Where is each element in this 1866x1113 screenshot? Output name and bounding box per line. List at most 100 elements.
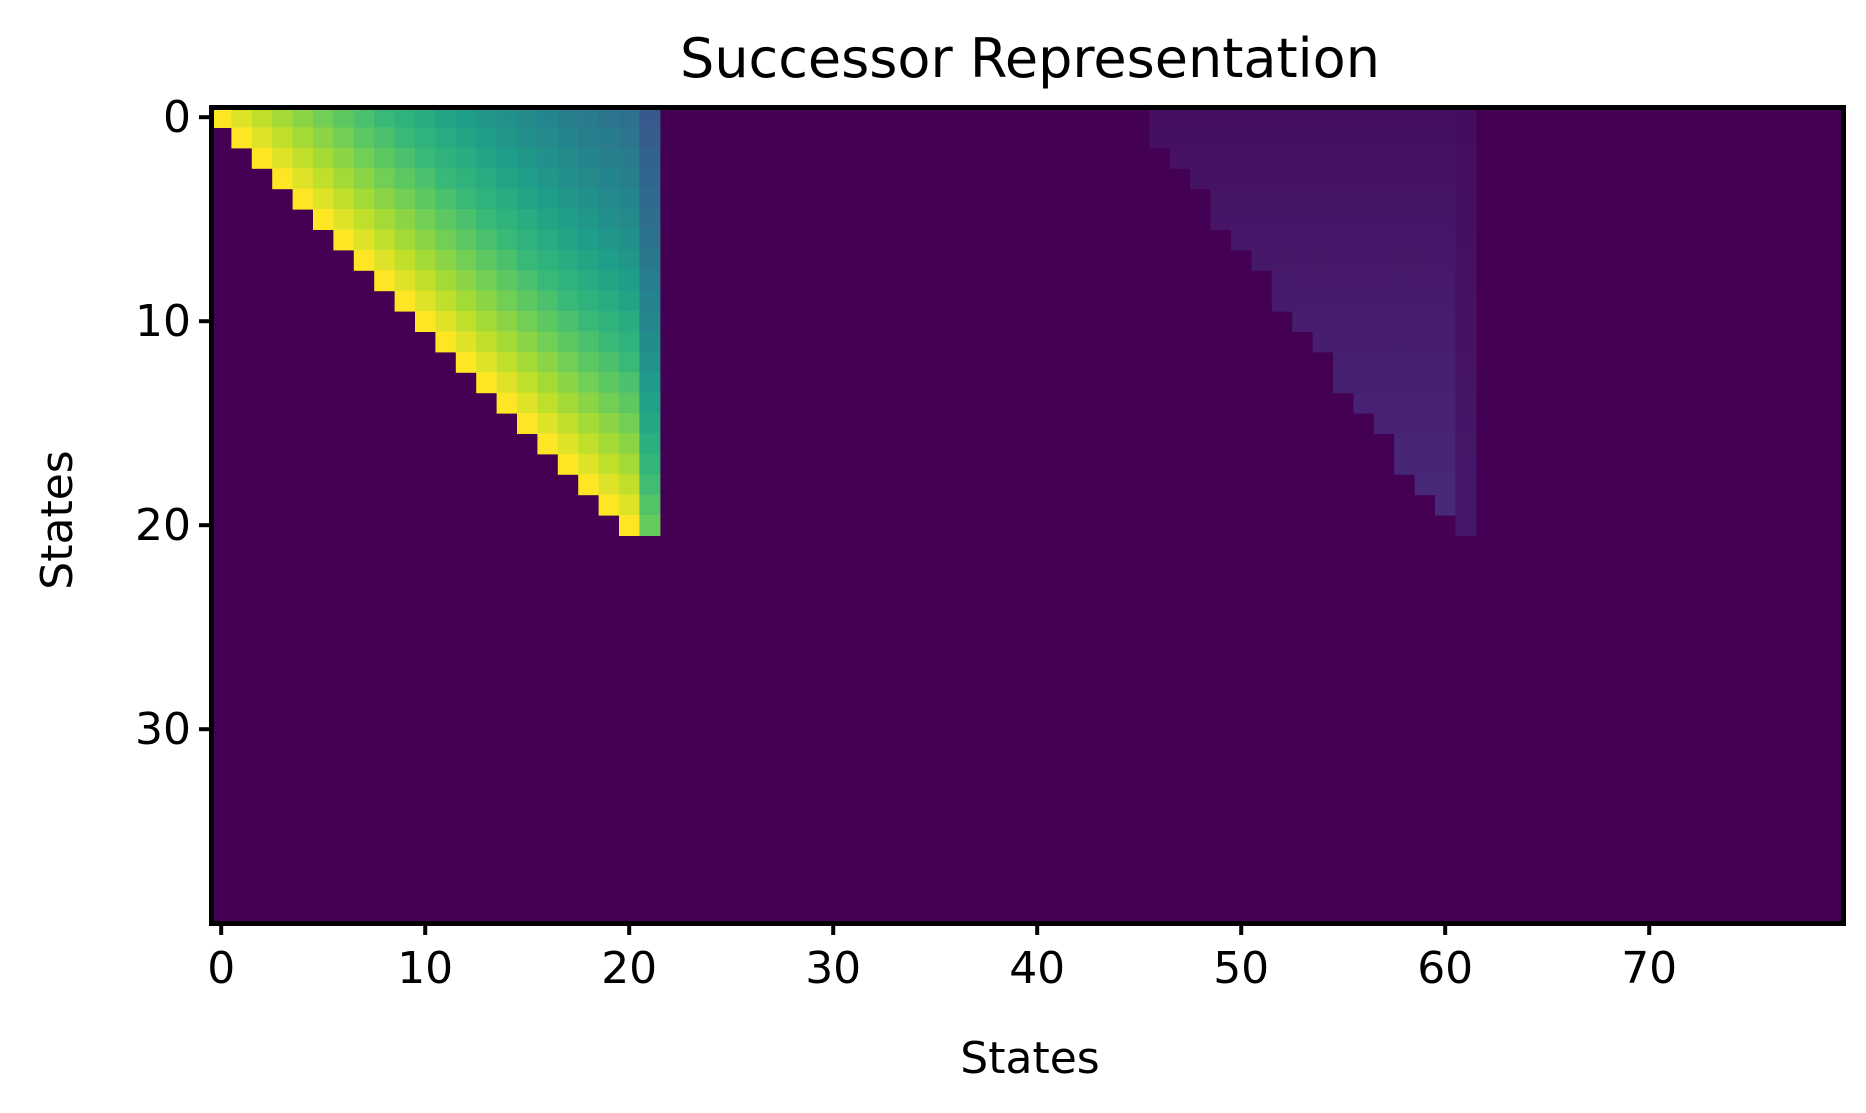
heatmap-cell bbox=[639, 515, 661, 536]
heatmap-cell bbox=[496, 168, 518, 190]
heatmap-cell bbox=[1231, 107, 1252, 128]
heatmap-cell bbox=[1373, 147, 1395, 169]
heatmap-cell bbox=[1333, 372, 1354, 394]
heatmap-cell bbox=[1455, 188, 1477, 210]
heatmap-cell bbox=[1251, 249, 1273, 271]
heatmap-cell bbox=[517, 372, 538, 394]
heatmap-cell bbox=[496, 372, 518, 394]
heatmap-cell bbox=[1373, 331, 1395, 353]
heatmap-cell bbox=[1414, 331, 1436, 353]
heatmap-cell bbox=[1455, 351, 1477, 373]
heatmap-cell bbox=[619, 433, 640, 455]
heatmap-cell bbox=[1312, 290, 1334, 312]
heatmap-cell bbox=[557, 392, 579, 414]
heatmap-cell bbox=[415, 168, 436, 190]
heatmap-cell bbox=[1455, 433, 1477, 455]
heatmap-cell bbox=[557, 331, 579, 353]
heatmap-cell bbox=[374, 249, 396, 271]
heatmap-cell bbox=[619, 147, 640, 169]
heatmap-cell bbox=[1394, 372, 1416, 394]
y-tick-label: 20 bbox=[135, 500, 191, 551]
heatmap-cell bbox=[272, 147, 294, 169]
heatmap-cell bbox=[1271, 229, 1293, 251]
heatmap-cell bbox=[1251, 127, 1273, 149]
heatmap-cell bbox=[1190, 127, 1212, 149]
heatmap-cell bbox=[619, 392, 640, 414]
heatmap-cell bbox=[537, 290, 559, 312]
heatmap-cell bbox=[537, 433, 559, 455]
heatmap-cell bbox=[1271, 107, 1293, 128]
heatmap-cell bbox=[557, 229, 579, 251]
heatmap-cell bbox=[1271, 249, 1293, 271]
heatmap-cell bbox=[537, 127, 559, 149]
heatmap-cell bbox=[231, 127, 253, 149]
heatmap-cell bbox=[517, 290, 538, 312]
heatmap-cell bbox=[598, 494, 620, 516]
heatmap-cell bbox=[415, 290, 436, 312]
heatmap-cell bbox=[394, 290, 416, 312]
heatmap-cell bbox=[537, 372, 559, 394]
heatmap-cell bbox=[1455, 168, 1477, 190]
heatmap-cell bbox=[557, 413, 579, 434]
heatmap-cell bbox=[1394, 433, 1416, 455]
heatmap-cell bbox=[557, 188, 579, 210]
heatmap-cell bbox=[455, 270, 477, 292]
y-tick-label: 0 bbox=[163, 92, 191, 143]
heatmap-cell bbox=[578, 311, 600, 332]
heatmap-cell bbox=[1455, 494, 1477, 516]
heatmap-cell bbox=[578, 270, 600, 292]
heatmap-cell bbox=[1271, 168, 1293, 190]
x-tick-label: 40 bbox=[1009, 943, 1065, 994]
heatmap-cell bbox=[1414, 168, 1436, 190]
heatmap-cell bbox=[1373, 107, 1395, 128]
heatmap-cell bbox=[598, 392, 620, 414]
heatmap-cell bbox=[517, 168, 538, 190]
heatmap-cell bbox=[435, 107, 457, 128]
heatmap-cell bbox=[1333, 168, 1354, 190]
heatmap-cell bbox=[496, 351, 518, 373]
heatmap-cell bbox=[598, 249, 620, 271]
heatmap-cell bbox=[1292, 249, 1314, 271]
heatmap-cell bbox=[1414, 433, 1436, 455]
heatmap-cell bbox=[455, 168, 477, 190]
heatmap-cell bbox=[1394, 188, 1416, 210]
heatmap-cell bbox=[1312, 209, 1334, 230]
heatmap-cell bbox=[476, 127, 498, 149]
heatmap-cell bbox=[455, 188, 477, 210]
heatmap-cell bbox=[598, 433, 620, 455]
heatmap-cell bbox=[1353, 311, 1375, 332]
heatmap-cell bbox=[1394, 453, 1416, 475]
heatmap-cell bbox=[639, 474, 661, 496]
heatmap-cell bbox=[1210, 127, 1232, 149]
heatmap-cell bbox=[333, 168, 355, 190]
heatmap-cell bbox=[598, 229, 620, 251]
heatmap-cell bbox=[394, 249, 416, 271]
heatmap-cell bbox=[557, 372, 579, 394]
heatmap-cell bbox=[639, 107, 661, 128]
heatmap-cell bbox=[619, 413, 640, 434]
heatmap-cell bbox=[578, 127, 600, 149]
heatmap-cell bbox=[1414, 147, 1436, 169]
heatmap-cell bbox=[1292, 168, 1314, 190]
heatmap-cell bbox=[1353, 209, 1375, 230]
x-axis-label: States bbox=[960, 1033, 1099, 1084]
heatmap-cell bbox=[598, 331, 620, 353]
heatmap-cell bbox=[1394, 127, 1416, 149]
heatmap-cell bbox=[1455, 392, 1477, 414]
heatmap-cell bbox=[598, 311, 620, 332]
heatmap-cell bbox=[1169, 107, 1191, 128]
heatmap-cell bbox=[517, 127, 538, 149]
heatmap-cell bbox=[619, 331, 640, 353]
heatmap-cell bbox=[598, 147, 620, 169]
heatmap-cell bbox=[374, 229, 396, 251]
heatmap-cell bbox=[1414, 413, 1436, 434]
x-tick-label: 10 bbox=[397, 943, 453, 994]
heatmap-cell bbox=[1373, 270, 1395, 292]
heatmap-cell bbox=[619, 515, 640, 536]
heatmap-cell bbox=[639, 290, 661, 312]
heatmap-cell bbox=[292, 107, 314, 128]
heatmap-cell bbox=[578, 413, 600, 434]
heatmap-cell bbox=[578, 372, 600, 394]
heatmap-cell bbox=[1292, 229, 1314, 251]
